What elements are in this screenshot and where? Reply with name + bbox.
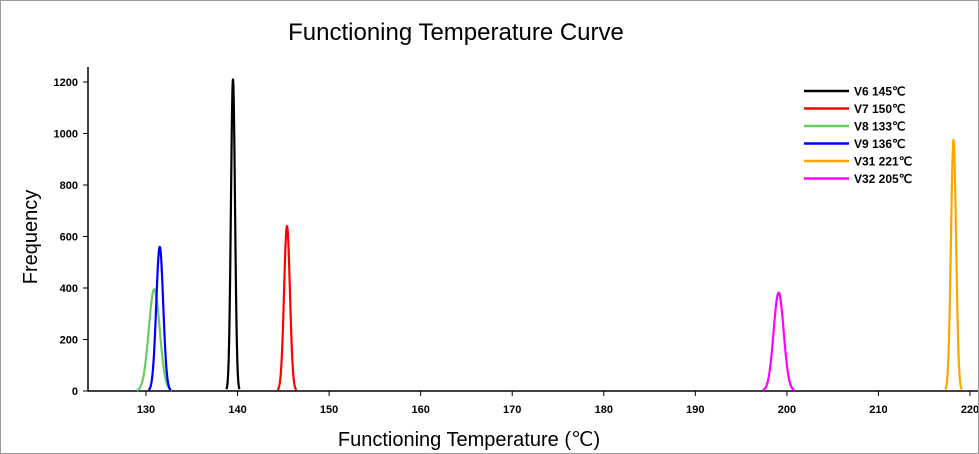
x-tick-label: 170 <box>503 404 521 416</box>
x-tick-label: 160 <box>411 404 429 416</box>
legend-label: V8 133℃ <box>854 120 906 134</box>
chart-title: Functioning Temperature Curve <box>288 19 624 46</box>
x-ticks: 130 140 150 160 170 180 190 200 210 220 <box>137 391 978 416</box>
x-tick-label: 140 <box>228 404 246 416</box>
y-tick-label: 400 <box>60 283 78 295</box>
legend-label: V32 205℃ <box>854 172 912 186</box>
legend-label: V7 150℃ <box>854 102 906 116</box>
series-line <box>136 288 173 392</box>
series-line <box>944 138 963 391</box>
legend-label: V9 136℃ <box>854 137 906 151</box>
legend: V6 145℃ V7 150℃ V8 133℃ V9 136℃ V31 221℃ V32 … <box>804 85 912 186</box>
x-tick-label: 190 <box>686 404 704 416</box>
y-tick-label: 600 <box>60 232 78 244</box>
x-tick-label: 150 <box>320 404 338 416</box>
y-ticks: 0 200 400 600 800 1000 1200 <box>54 77 88 398</box>
y-axis-label: Frequency <box>20 190 42 285</box>
y-tick-label: 1000 <box>54 129 78 141</box>
series-line <box>276 225 298 391</box>
legend-label: V31 221℃ <box>854 155 912 169</box>
x-tick-label: 210 <box>869 404 887 416</box>
legend-label: V6 145℃ <box>854 85 906 99</box>
x-tick-label: 220 <box>961 404 978 416</box>
x-tick-label: 130 <box>137 404 155 416</box>
y-tick-label: 1200 <box>54 77 78 89</box>
series-line <box>225 78 241 390</box>
x-tick-label: 180 <box>595 404 613 416</box>
y-tick-label: 0 <box>72 386 78 398</box>
y-tick-label: 800 <box>60 180 78 192</box>
series-layer <box>136 78 963 392</box>
series-line <box>147 245 172 391</box>
y-tick-label: 200 <box>60 335 78 347</box>
x-tick-label: 200 <box>778 404 796 416</box>
series-line <box>761 291 796 392</box>
x-axis-label: Functioning Temperature (℃) <box>338 429 600 451</box>
